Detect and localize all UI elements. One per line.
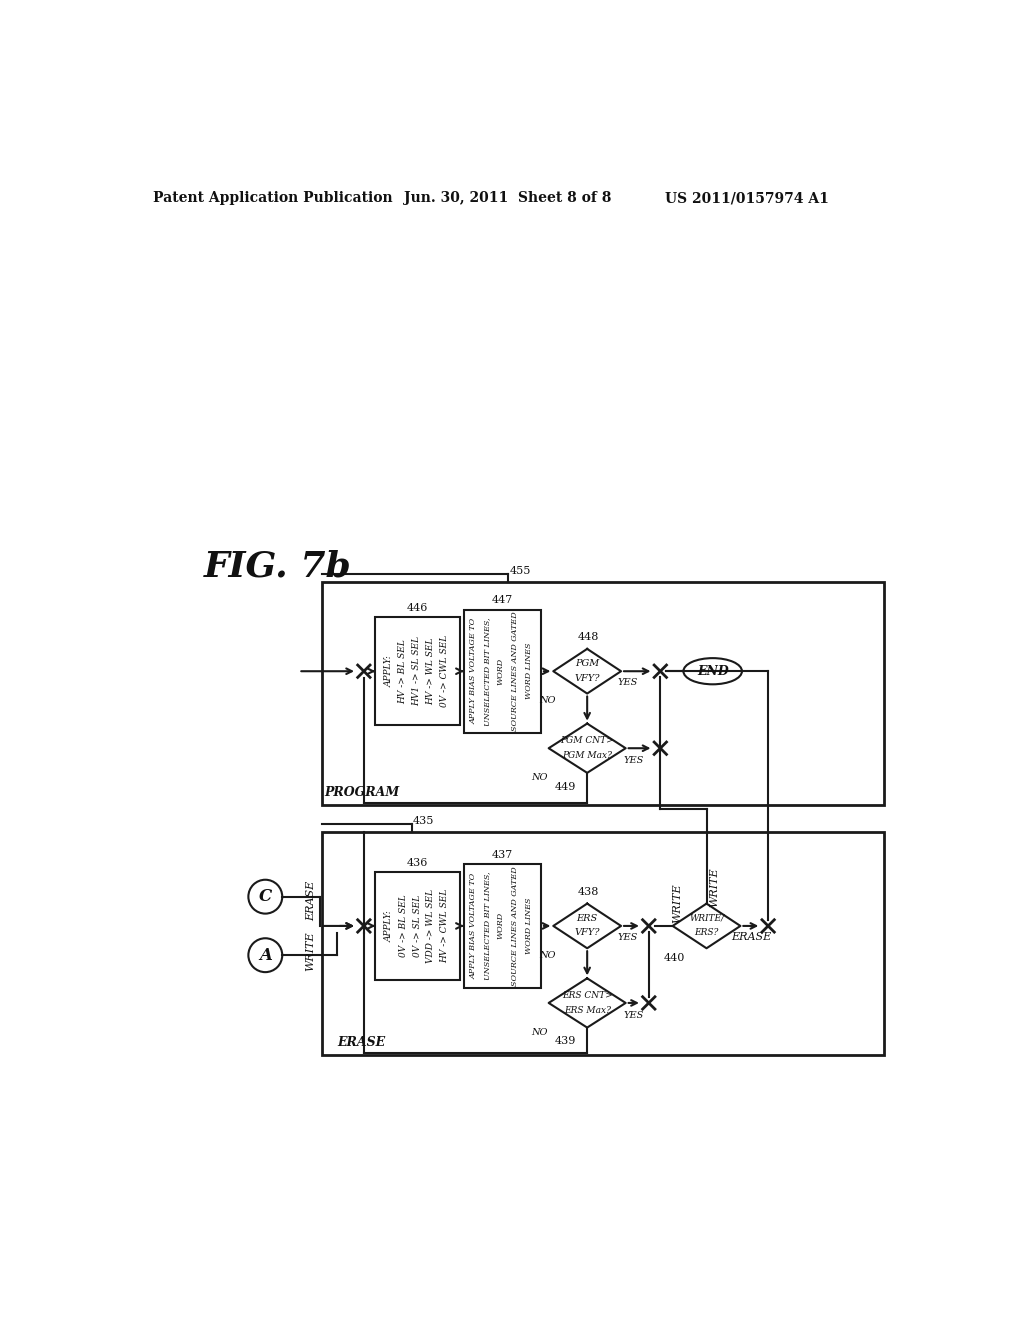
Text: ERASE: ERASE xyxy=(306,880,315,920)
Text: NO: NO xyxy=(539,696,555,705)
Text: ERS Max?: ERS Max? xyxy=(563,1006,610,1015)
Text: ERASE: ERASE xyxy=(731,932,771,941)
Text: PGM CNT>: PGM CNT> xyxy=(560,737,614,744)
Text: UNSELECTED BIT LINES,: UNSELECTED BIT LINES, xyxy=(483,871,492,981)
Text: WORD: WORD xyxy=(497,912,505,940)
Ellipse shape xyxy=(683,659,742,684)
Text: VFY?: VFY? xyxy=(574,928,600,937)
Text: WRITE: WRITE xyxy=(673,883,682,923)
Text: 447: 447 xyxy=(492,595,513,606)
Text: YES: YES xyxy=(617,933,637,942)
Text: NO: NO xyxy=(539,950,555,960)
Text: WORD: WORD xyxy=(497,657,505,685)
Text: YES: YES xyxy=(624,1011,643,1020)
Text: 439: 439 xyxy=(554,1036,575,1047)
Text: SOURCE LINES AND GATED: SOURCE LINES AND GATED xyxy=(511,866,519,986)
Text: 0V -> SL SEL: 0V -> SL SEL xyxy=(413,895,422,957)
Text: 449: 449 xyxy=(554,781,575,792)
Text: END: END xyxy=(696,665,728,677)
Text: HV1 -> SL SEL: HV1 -> SL SEL xyxy=(413,636,422,706)
Text: ERS: ERS xyxy=(577,913,598,923)
Text: Patent Application Publication: Patent Application Publication xyxy=(154,191,393,206)
Text: A: A xyxy=(259,946,271,964)
Text: APPLY BIAS VOLTAGE TO: APPLY BIAS VOLTAGE TO xyxy=(469,618,477,725)
Text: 436: 436 xyxy=(408,858,428,867)
Circle shape xyxy=(249,879,283,913)
Text: PGM: PGM xyxy=(575,659,599,668)
Text: WORD LINES: WORD LINES xyxy=(524,643,532,700)
Text: ERS?: ERS? xyxy=(694,928,719,937)
Text: WRITE: WRITE xyxy=(710,867,719,907)
Text: 0V -> BL SEL: 0V -> BL SEL xyxy=(398,895,408,957)
Text: 437: 437 xyxy=(492,850,513,861)
Bar xyxy=(464,865,541,987)
Text: 448: 448 xyxy=(578,632,599,643)
Text: WRITE: WRITE xyxy=(306,932,315,972)
Text: WORD LINES: WORD LINES xyxy=(524,898,532,954)
Bar xyxy=(322,832,884,1056)
Bar xyxy=(464,610,541,733)
Text: YES: YES xyxy=(617,678,637,688)
Text: 440: 440 xyxy=(665,953,685,964)
Text: NO: NO xyxy=(531,774,548,781)
Text: NO: NO xyxy=(531,1028,548,1036)
Text: APPLY BIAS VOLTAGE TO: APPLY BIAS VOLTAGE TO xyxy=(469,873,477,979)
Text: VDD -> WL SEL: VDD -> WL SEL xyxy=(426,888,435,964)
Text: UNSELECTED BIT LINES,: UNSELECTED BIT LINES, xyxy=(483,616,492,726)
Text: FIG. 7b: FIG. 7b xyxy=(204,549,351,583)
Text: 446: 446 xyxy=(408,603,428,612)
Text: WRITE/: WRITE/ xyxy=(689,913,724,923)
Text: SOURCE LINES AND GATED: SOURCE LINES AND GATED xyxy=(511,611,519,731)
Text: PROGRAM: PROGRAM xyxy=(324,785,399,799)
Text: HV -> BL SEL: HV -> BL SEL xyxy=(398,639,408,704)
Bar xyxy=(322,582,884,805)
Text: HV -> WL SEL: HV -> WL SEL xyxy=(426,638,435,705)
Text: APPLY:: APPLY: xyxy=(385,655,394,688)
Text: PGM Max?: PGM Max? xyxy=(562,751,612,760)
Text: APPLY:: APPLY: xyxy=(385,909,394,941)
Text: ERS CNT>: ERS CNT> xyxy=(562,991,612,999)
Text: YES: YES xyxy=(624,756,643,766)
Text: HV -> CWL SEL: HV -> CWL SEL xyxy=(440,888,450,964)
Bar xyxy=(376,873,460,979)
Circle shape xyxy=(249,939,283,972)
Text: C: C xyxy=(259,888,272,906)
Bar xyxy=(376,618,460,725)
Text: Jun. 30, 2011  Sheet 8 of 8: Jun. 30, 2011 Sheet 8 of 8 xyxy=(404,191,611,206)
Text: VFY?: VFY? xyxy=(574,673,600,682)
Text: 455: 455 xyxy=(509,566,530,576)
Text: 0V -> CWL SEL: 0V -> CWL SEL xyxy=(440,635,450,708)
Text: ERASE: ERASE xyxy=(338,1036,386,1049)
Text: 435: 435 xyxy=(413,816,434,826)
Text: 438: 438 xyxy=(578,887,599,898)
Text: US 2011/0157974 A1: US 2011/0157974 A1 xyxy=(665,191,828,206)
